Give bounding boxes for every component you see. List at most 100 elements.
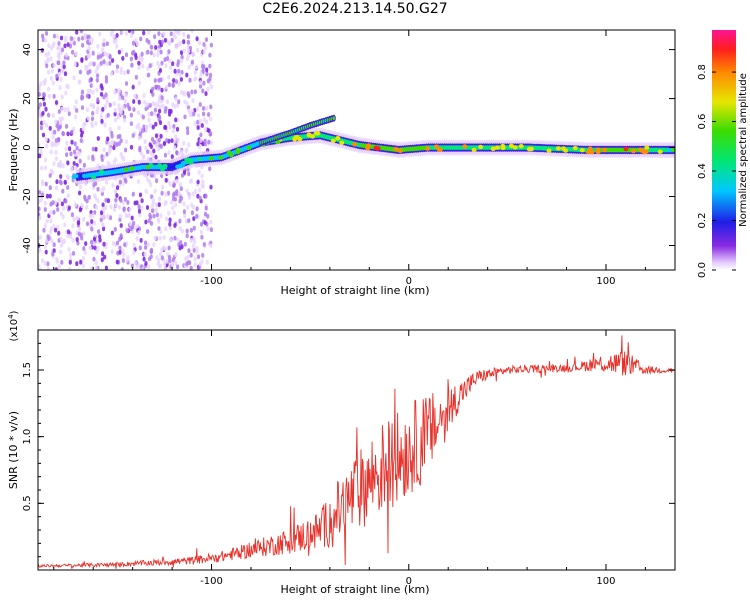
- noise-speck: [43, 201, 47, 206]
- noise-speck: [88, 61, 92, 67]
- noise-speck: [187, 218, 191, 224]
- noise-speck: [177, 30, 181, 34]
- noise-speck: [168, 225, 173, 231]
- noise-speck: [172, 124, 176, 129]
- noise-speck: [43, 223, 47, 229]
- noise-speck: [180, 228, 185, 234]
- noise-speck: [174, 252, 178, 258]
- noise-speck: [59, 180, 63, 186]
- noise-speck: [198, 195, 202, 201]
- noise-speck: [102, 226, 106, 232]
- noise-speck: [118, 249, 122, 255]
- noise-speck: [164, 177, 168, 183]
- noise-speck: [171, 196, 176, 202]
- ridge-peak: [373, 145, 379, 151]
- noise-speck: [54, 267, 58, 270]
- noise-speck: [204, 205, 208, 211]
- noise-speck: [114, 202, 118, 208]
- noise-speck: [70, 129, 74, 135]
- noise-speck: [165, 56, 169, 61]
- noise-speck: [77, 151, 81, 157]
- noise-speck: [132, 242, 136, 248]
- noise-speck: [69, 151, 73, 157]
- colorbar-tick-label: 0.2: [697, 213, 708, 229]
- noise-speck: [147, 117, 151, 123]
- noise-speck: [163, 261, 167, 267]
- noise-speck: [43, 37, 48, 43]
- noise-speck: [146, 66, 150, 71]
- noise-speck: [50, 68, 54, 74]
- noise-speck: [92, 61, 96, 67]
- noise-speck: [39, 197, 44, 203]
- noise-speck: [71, 238, 75, 243]
- noise-speck: [201, 88, 205, 94]
- noise-speck: [149, 247, 154, 253]
- noise-speck: [187, 65, 191, 70]
- noise-speck: [67, 247, 71, 252]
- noise-speck: [191, 98, 195, 103]
- noise-speck: [49, 168, 53, 174]
- noise-speck: [88, 78, 92, 83]
- noise-speck: [60, 260, 64, 265]
- noise-speck: [54, 200, 58, 206]
- noise-speck: [159, 49, 163, 55]
- noise-speck: [187, 171, 191, 177]
- noise-speck: [133, 200, 137, 206]
- noise-speck: [160, 190, 164, 196]
- noise-speck: [178, 182, 182, 188]
- noise-speck: [68, 146, 72, 152]
- noise-speck: [158, 235, 162, 241]
- noise-speck: [206, 86, 210, 92]
- snr-x-axis-label: Height of straight line (km): [280, 583, 429, 596]
- ridge-peak: [595, 149, 601, 155]
- noise-speck: [45, 193, 50, 199]
- ridge-peak: [160, 167, 165, 172]
- noise-speck: [66, 107, 70, 112]
- noise-speck: [101, 206, 105, 212]
- noise-speck: [38, 193, 42, 199]
- noise-speck: [119, 70, 123, 75]
- noise-speck: [185, 126, 190, 132]
- noise-speck: [69, 252, 73, 258]
- ridge-peak: [184, 157, 190, 163]
- noise-speck: [119, 198, 123, 203]
- noise-speck: [123, 242, 127, 248]
- noise-speck: [115, 64, 120, 70]
- ridge-peak: [434, 144, 439, 149]
- ridge-peak: [180, 161, 186, 166]
- noise-speck: [148, 256, 152, 262]
- ridge-peak: [526, 146, 532, 152]
- noise-speck: [59, 174, 63, 179]
- noise-speck: [46, 69, 51, 75]
- ridge-peak: [602, 147, 608, 153]
- noise-speck: [117, 125, 121, 131]
- noise-speck: [200, 64, 205, 69]
- noise-speck: [196, 254, 201, 260]
- noise-speck: [77, 36, 81, 42]
- ridge-peak: [478, 144, 484, 150]
- noise-speck: [80, 105, 85, 110]
- noise-speck: [177, 191, 181, 197]
- noise-speck: [189, 227, 193, 233]
- noise-speck: [96, 73, 100, 79]
- noise-speck: [196, 141, 200, 147]
- noise-speck: [149, 214, 153, 220]
- noise-speck: [63, 179, 67, 185]
- noise-speck: [52, 209, 56, 215]
- noise-speck: [137, 230, 141, 235]
- noise-speck: [54, 100, 59, 105]
- ridge-peak: [98, 169, 104, 174]
- noise-speck: [156, 217, 160, 223]
- ridge-peak: [555, 146, 561, 151]
- noise-speck: [90, 239, 94, 245]
- noise-speck: [154, 133, 159, 139]
- noise-speck: [73, 62, 77, 67]
- ridge-peak: [148, 162, 154, 168]
- ridge-peak: [643, 149, 649, 154]
- noise-speck: [93, 245, 97, 251]
- noise-speck: [198, 80, 203, 85]
- noise-speck: [120, 267, 124, 270]
- noise-speck: [187, 142, 191, 148]
- noise-speck: [158, 263, 163, 269]
- noise-speck: [206, 213, 210, 219]
